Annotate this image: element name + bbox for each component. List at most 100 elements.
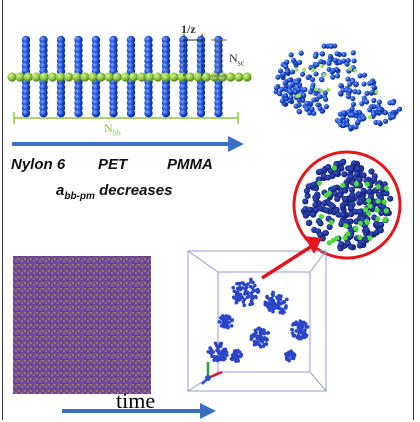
aggregate-bead (262, 343, 266, 347)
side-chain-bead (179, 109, 187, 117)
micelle-backbone-bead (367, 203, 372, 208)
aggregate-bead (281, 310, 285, 314)
aggregate-bead (299, 337, 303, 341)
globule-bead (377, 107, 382, 112)
side-chain-bead (162, 109, 170, 117)
micelle-backbone-bead (354, 226, 359, 231)
globule-bead (377, 120, 382, 125)
globule-backbone-bead (368, 115, 372, 119)
globule-bead (371, 98, 376, 103)
globule-bead (371, 85, 376, 90)
globule-bead (355, 119, 360, 124)
aggregate-bead (232, 289, 236, 293)
aggregate-bead (215, 349, 219, 353)
globule-bead (313, 54, 318, 59)
globule-bead (293, 89, 298, 94)
globule-bead (302, 87, 307, 92)
backbone-bead (121, 72, 130, 81)
micelle-bead (312, 202, 318, 208)
backbone-bead (234, 72, 243, 81)
backbone-bead (137, 72, 146, 81)
micelle-bead (358, 199, 364, 205)
globule-bead (348, 125, 353, 130)
globule-bead (377, 100, 382, 105)
micelle-backbone-bead (365, 220, 370, 225)
globule-bead (274, 85, 279, 90)
backbone-bead (178, 72, 187, 81)
micelle-backbone-bead (384, 208, 389, 213)
globule-bead (344, 62, 349, 67)
micelle-backbone-bead (375, 216, 380, 221)
globule-bead (291, 58, 296, 63)
backbone-bead (210, 72, 219, 81)
globule-bead (290, 69, 295, 74)
micelle-bead (317, 220, 323, 226)
micelle-bead (304, 188, 310, 194)
aggregate-bead (302, 333, 306, 337)
globule-bead (328, 54, 333, 59)
aggregate-bead (297, 333, 301, 337)
aggregate-bead (221, 321, 225, 325)
aggregate-bead (263, 331, 267, 335)
micelle-bead (345, 240, 351, 246)
micelle-bead (343, 196, 349, 202)
aggregate-bead (251, 333, 255, 337)
micelle-bead (354, 171, 360, 177)
globule-bead (364, 91, 369, 96)
micelle-bead (302, 198, 308, 204)
micelle-backbone-bead (365, 182, 370, 187)
collapsed-brush-conformation (273, 43, 402, 131)
aggregate-bead (285, 298, 289, 302)
aggregate-bead (241, 300, 245, 304)
globule-backbone-bead (319, 89, 323, 93)
backbone-bead (105, 72, 114, 81)
aggregate-bead (228, 316, 232, 320)
micelle-backbone-bead (343, 223, 348, 228)
aggregate-bead (297, 323, 301, 327)
micelle-bead (340, 159, 346, 165)
aggregate-bead (247, 295, 251, 299)
micelle-bead (310, 212, 316, 218)
backbone-label: Nbb (104, 121, 121, 137)
globule-bead (335, 73, 340, 78)
globule-bead (331, 68, 336, 73)
globule-bead (288, 84, 293, 89)
aggregate-bead (256, 335, 260, 339)
globule-bead (304, 101, 309, 106)
micelle-backbone-bead (334, 235, 339, 240)
aggregate-bead (225, 321, 229, 325)
globule-bead (288, 95, 293, 100)
aggregate-bead (249, 337, 253, 341)
backbone-bead (64, 72, 73, 81)
micelle-bead (332, 185, 338, 191)
globule-bead (275, 75, 280, 80)
micelle-bead (357, 243, 363, 249)
aggregate-bead (251, 280, 255, 284)
globule-bead (288, 89, 293, 94)
micelle-bead (317, 168, 323, 174)
aggregate-bead (212, 355, 216, 359)
side-chain-bead (57, 109, 65, 117)
globule-bead (367, 107, 372, 112)
aggregate-bead (285, 356, 289, 360)
globule-bead (338, 91, 343, 96)
aggregate-bead (266, 331, 270, 335)
aggregate-bead (277, 298, 281, 302)
globule-bead (329, 44, 334, 49)
polymer-trend-arrow (12, 136, 244, 152)
micelle-bead (323, 230, 329, 236)
globule-bead (297, 109, 302, 114)
micelle-bead (340, 212, 346, 218)
globule-backbone-bead (311, 68, 315, 72)
aggregate-bead (263, 336, 267, 340)
micelle-backbone-bead (358, 221, 363, 226)
backbone-bead (48, 72, 57, 81)
micelle-bead (368, 168, 374, 174)
globule-bead (283, 64, 288, 69)
aggregate-bead (302, 321, 306, 325)
globule-bead (301, 92, 306, 97)
micelle-bead (363, 227, 369, 233)
side-chain-bead (74, 109, 82, 117)
globule-bead (314, 62, 319, 67)
backbone-bead (16, 72, 25, 81)
